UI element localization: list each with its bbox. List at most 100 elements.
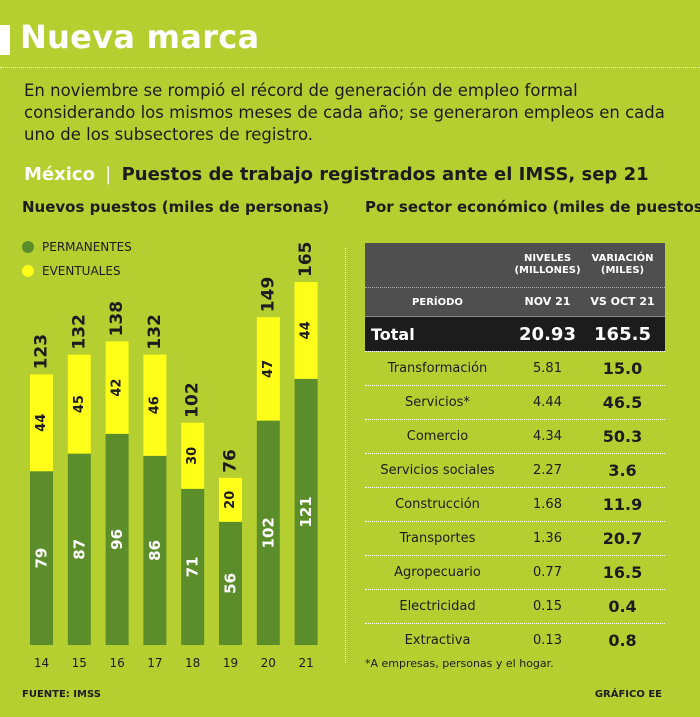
data-label-permanentes-19: 56: [222, 573, 240, 594]
row-variation: 15.0: [602, 359, 643, 378]
data-label-permanentes-16: 96: [108, 529, 126, 550]
legend-label-permanentes: PERMANENTES: [42, 240, 132, 254]
header-variation: VARIACIÓN (MILES): [591, 253, 654, 276]
row-label: Agropecuario: [394, 565, 481, 580]
stacked-bar-chart: 79 44 123 14 87 45 132 15 96 42 138 16 86 46 132 17 71 30…: [30, 242, 318, 670]
table-row: Agropecuario 0.77 16.5: [365, 555, 665, 589]
data-label-total-18: 102: [183, 382, 203, 418]
data-label-permanentes-21: 121: [297, 496, 315, 527]
row-label: Comercio: [406, 429, 469, 444]
bar-permanentes-15: [67, 453, 91, 645]
title-divider: [0, 67, 700, 68]
x-tick-label-17: 17: [147, 656, 162, 670]
table-header-row: NIVELES (MILLONES) VARIACIÓN (MILES): [365, 243, 665, 287]
sector-table-heading: Por sector económico (miles de puestos): [365, 198, 700, 216]
row-variation: 46.5: [602, 393, 643, 412]
row-level: 4.34: [533, 429, 562, 444]
data-label-total-14: 123: [32, 334, 52, 370]
x-tick-label-18: 18: [185, 656, 200, 670]
row-variation: 3.6: [608, 461, 637, 480]
bar-permanentes-20: [256, 420, 280, 645]
graphic-credit: GRÁFICO EE: [594, 689, 662, 700]
bar-permanentes-21: [294, 378, 318, 645]
table-row: Transportes 1.36 20.7: [365, 521, 665, 555]
bar-permanentes-16: [105, 433, 129, 645]
page-title: Nueva marca: [20, 18, 260, 56]
data-label-eventuales-20: 47: [261, 360, 276, 378]
table-row: Electricidad 0.15 0.4: [365, 589, 665, 623]
bar-permanentes-18: [181, 488, 205, 645]
total-label: Total: [371, 324, 415, 344]
bar-permanentes-19: [219, 521, 242, 645]
bar-eventuales-21: [294, 282, 318, 379]
legend-label-eventuales: EVENTUALES: [42, 264, 121, 278]
subtitle-text: Puestos de trabajo registrados ante el I…: [121, 164, 649, 185]
period-levels: NOV 21: [524, 295, 571, 308]
period-label: PERÍODO: [412, 296, 463, 308]
data-label-permanentes-17: 86: [146, 540, 164, 561]
bar-permanentes-14: [30, 471, 53, 645]
bar-eventuales-20: [256, 317, 280, 421]
data-label-eventuales-15: 45: [72, 395, 87, 413]
legend-swatch-permanentes: [22, 241, 34, 253]
subtitle-separator: |: [105, 164, 112, 185]
source-note: FUENTE: IMSS: [22, 689, 101, 700]
row-level: 2.27: [533, 463, 562, 478]
data-label-eventuales-18: 30: [185, 447, 200, 465]
table-total-row: Total 20.93 165.5: [365, 316, 665, 351]
legend-item-permanentes: PERMANENTES: [22, 240, 132, 254]
table-row: Extractiva 0.13 0.8: [365, 623, 665, 657]
bar-eventuales-18: [181, 422, 205, 489]
bar-eventuales-15: [67, 354, 91, 454]
data-label-permanentes-18: 71: [184, 556, 202, 577]
subtitle-country: México: [24, 164, 95, 185]
table-row: Servicios sociales 2.27 3.6: [365, 453, 665, 487]
x-tick-label-16: 16: [109, 656, 124, 670]
x-tick-label-20: 20: [261, 656, 276, 670]
row-variation: 50.3: [602, 427, 643, 446]
table-header: NIVELES (MILLONES) VARIACIÓN (MILES) PER…: [365, 243, 665, 316]
row-level: 4.44: [533, 395, 562, 410]
row-level: 0.15: [533, 599, 562, 614]
bar-chart-heading: Nuevos puestos (miles de personas): [22, 198, 330, 216]
data-label-total-16: 138: [107, 301, 127, 337]
sector-table: NIVELES (MILLONES) VARIACIÓN (MILES) PER…: [365, 243, 665, 657]
row-label: Transportes: [399, 531, 476, 546]
data-label-eventuales-16: 42: [110, 379, 125, 397]
data-label-permanentes-20: 102: [259, 517, 277, 548]
row-level: 1.68: [533, 497, 562, 512]
table-row: Comercio 4.34 50.3: [365, 419, 665, 453]
bar-eventuales-19: [219, 477, 242, 522]
x-tick-label-15: 15: [72, 656, 87, 670]
row-level: 1.36: [533, 531, 562, 546]
table-row: Servicios* 4.44 46.5: [365, 385, 665, 419]
legend-item-eventuales: EVENTUALES: [22, 264, 121, 278]
bar-permanentes-17: [143, 455, 167, 645]
row-variation: 20.7: [602, 529, 643, 548]
bar-eventuales-16: [105, 341, 129, 434]
legend-swatch-eventuales: [22, 265, 34, 277]
row-level: 0.77: [533, 565, 562, 580]
data-label-total-15: 132: [69, 314, 89, 350]
data-label-total-20: 149: [258, 277, 278, 313]
row-level: 0.13: [533, 633, 562, 648]
data-label-total-17: 132: [145, 314, 165, 350]
table-row: Transformación 5.81 15.0: [365, 351, 665, 385]
data-label-eventuales-14: 44: [34, 414, 49, 432]
row-label: Electricidad: [399, 599, 476, 614]
total-variation: 165.5: [594, 323, 651, 345]
data-label-permanentes-14: 79: [33, 548, 51, 569]
title-accent-bar: [0, 25, 10, 55]
table-period-row: PERÍODO NOV 21 VS OCT 21: [365, 287, 665, 316]
data-label-total-21: 165: [296, 242, 316, 278]
x-tick-label-21: 21: [298, 656, 313, 670]
bar-eventuales-14: [30, 374, 53, 472]
chart-subtitle: México | Puestos de trabajo registrados …: [24, 164, 649, 185]
section-divider: [345, 248, 346, 663]
row-variation: 0.4: [608, 597, 637, 616]
row-label: Servicios sociales: [380, 463, 495, 478]
data-label-total-19: 76: [221, 449, 241, 473]
row-level: 5.81: [533, 361, 562, 376]
x-tick-label-19: 19: [223, 656, 238, 670]
data-label-eventuales-19: 20: [223, 491, 238, 509]
